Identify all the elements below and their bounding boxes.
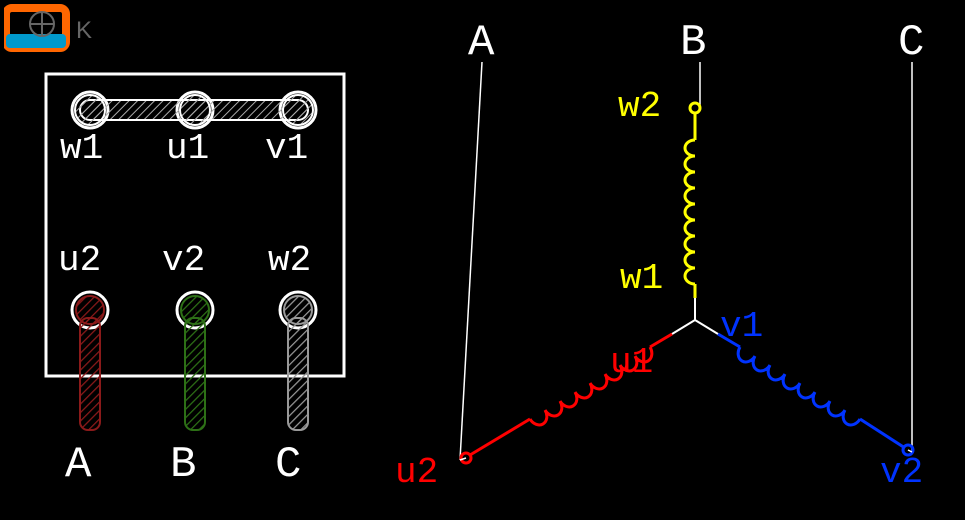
label-w1-star: w1	[620, 258, 663, 299]
star-diagram	[0, 0, 965, 520]
label-v1-star: v1	[720, 306, 763, 347]
phase-A-right: A	[468, 18, 494, 68]
label-v2-star: v2	[880, 452, 923, 493]
label-u2-star: u2	[395, 452, 438, 493]
label-w2-star: w2	[618, 86, 661, 127]
phase-C-right: C	[898, 18, 924, 68]
phase-B-right: B	[680, 18, 706, 68]
label-u1-star: u1	[610, 342, 653, 383]
